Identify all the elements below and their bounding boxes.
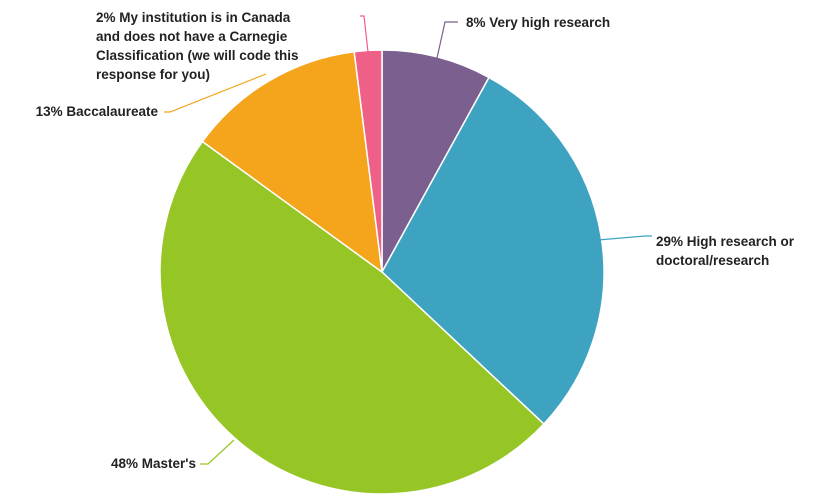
leader-line	[597, 235, 652, 241]
slice-label-line: and does not have a Carnegie	[96, 29, 288, 44]
slice-label: 13% Baccalaureate	[36, 104, 159, 119]
slice-label: 29% High research or doctoral/research	[656, 234, 795, 268]
slice-label-line: response for you)	[96, 67, 210, 82]
leader-line	[200, 439, 235, 465]
leader-line	[436, 21, 458, 59]
slice-label-line: 13% Baccalaureate	[36, 104, 159, 119]
slice-label-line: 2% My institution is in Canada	[96, 10, 291, 25]
slice-label-line: 48% Master's	[111, 456, 196, 471]
pie-slices	[159, 49, 605, 495]
slice-label: 8% Very high research	[466, 15, 610, 30]
slice-label: 48% Master's	[111, 456, 196, 471]
slice-label: 2% My institution is in Canada and does n…	[96, 10, 299, 82]
slice-label-line: 8% Very high research	[466, 15, 610, 30]
pie-slice	[381, 76, 605, 426]
leader-line	[360, 15, 369, 53]
leader-line	[164, 73, 267, 113]
slice-labels: 8% Very high research 29% High research o…	[36, 10, 795, 471]
pie-slice	[159, 140, 545, 495]
slice-label-line: 29% High research or	[656, 234, 795, 249]
slice-label-line: doctoral/research	[656, 253, 769, 268]
leader-lines	[164, 15, 652, 465]
pie-slice	[201, 50, 383, 274]
slice-label-line: Classification (we will code this	[96, 48, 299, 63]
